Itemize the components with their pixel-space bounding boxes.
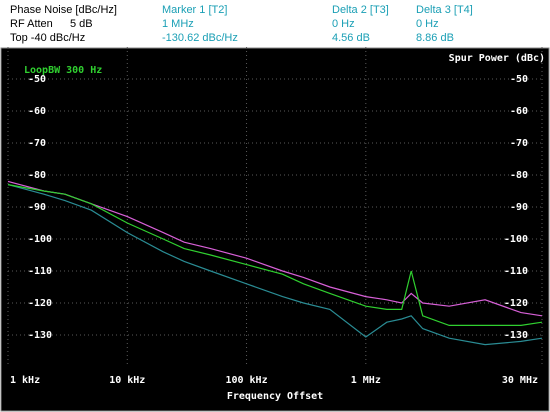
rf-atten-label: RF Atten: [10, 18, 53, 30]
y-tick-label: -100: [28, 234, 52, 245]
marker-info: Marker 1 [T2]: [162, 4, 227, 16]
y-tick-label: -70: [28, 138, 46, 149]
plot-bg: [0, 47, 550, 412]
title: Phase Noise [dBc/Hz]: [10, 4, 117, 16]
y-tick-label: -110: [28, 266, 52, 277]
x-tick-label: 30 MHz: [502, 375, 538, 386]
delta-info: Delta 2 [T3]: [332, 4, 389, 16]
trace: [7, 180, 543, 317]
rf-atten-value: 5 dB: [70, 18, 93, 30]
delta-info: 4.56 dB: [332, 32, 370, 44]
x-tick-label: 10 kHz: [109, 375, 145, 386]
x-tick-label: 1 kHz: [10, 375, 40, 386]
y2-tick-label: -50: [510, 74, 528, 85]
delta-info: Delta 3 [T4]: [416, 4, 473, 16]
annotation: LoopBW 300 Hz: [24, 65, 102, 76]
marker-info: -130.62 dBc/Hz: [162, 32, 238, 44]
x-tick-label: 100 kHz: [225, 375, 267, 386]
x-tick-label: 1 MHz: [351, 375, 381, 386]
y2-tick-label: -100: [504, 234, 528, 245]
y2-tick-label: -80: [510, 170, 528, 181]
y-tick-label: -50: [28, 74, 46, 85]
marker-info: 1 MHz: [162, 18, 194, 30]
y2-axis-label: Spur Power (dBc): [449, 53, 545, 64]
delta-info: 8.86 dB: [416, 32, 454, 44]
y-tick-label: -60: [28, 106, 46, 117]
y2-tick-label: -60: [510, 106, 528, 117]
y2-tick-label: -70: [510, 138, 528, 149]
y2-tick-label: -120: [504, 298, 528, 309]
y2-tick-label: -90: [510, 202, 528, 213]
y-tick-label: -120: [28, 298, 52, 309]
y2-tick-label: -130: [504, 330, 528, 341]
y2-tick-label: -110: [504, 266, 528, 277]
delta-info: 0 Hz: [332, 18, 355, 30]
trace: [7, 184, 543, 346]
plot: -50 -60 -70 -80 -90 -100 -110 -120 -130 -50 -60 -70…: [7, 47, 545, 402]
y-tick-label: -80: [28, 170, 46, 181]
y-tick-label: -90: [28, 202, 46, 213]
y-tick-label: -130: [28, 330, 52, 341]
delta-info: 0 Hz: [416, 18, 439, 30]
x-axis-label: Frequency Offset: [227, 391, 323, 402]
trace: [7, 184, 543, 326]
header-bg: [0, 0, 550, 48]
top-level: Top -40 dBc/Hz: [10, 32, 85, 44]
